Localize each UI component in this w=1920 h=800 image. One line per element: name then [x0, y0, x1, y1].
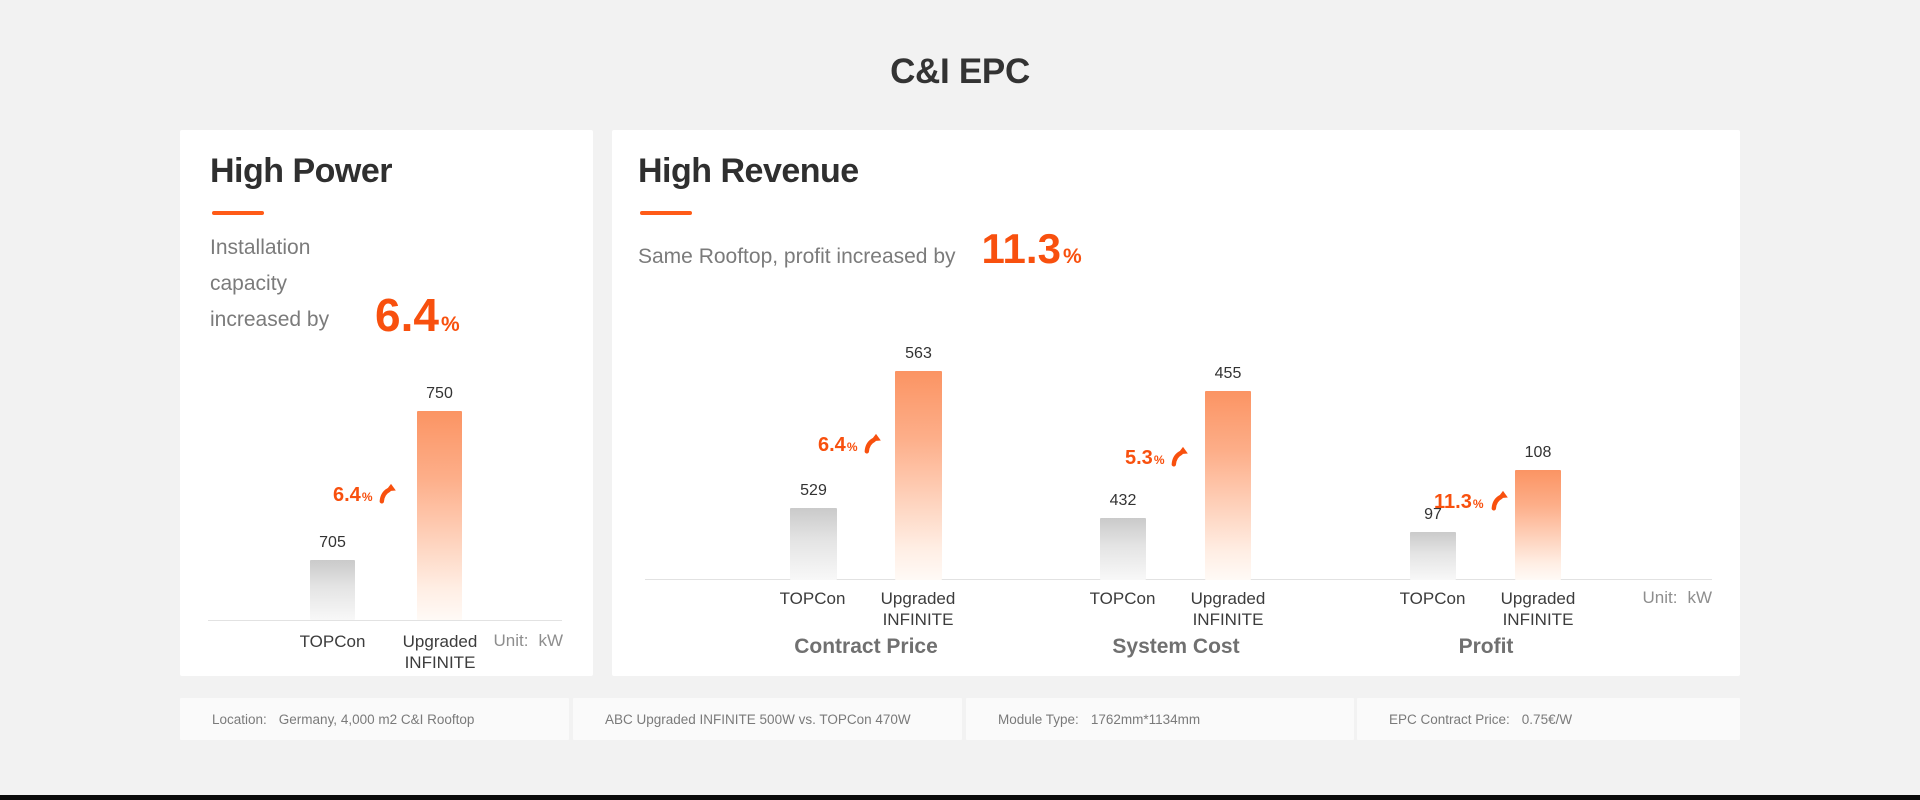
group-title-contract-price: Contract Price: [794, 635, 938, 658]
unit-label: Unit:: [1642, 588, 1678, 607]
delta-percent-sign: %: [361, 490, 373, 504]
increase-annotation: 6.4%: [818, 430, 883, 455]
stat-value: 6.4: [375, 289, 439, 341]
high-revenue-title: High Revenue: [638, 152, 859, 190]
bar-value-label: 563: [905, 345, 932, 362]
bar-value-label: 750: [426, 385, 453, 402]
increase-arrow-icon: [1172, 446, 1189, 467]
high-revenue-panel: High Revenue Same Rooftop, profit increa…: [612, 130, 1740, 676]
upgraded-infinite-bar: [895, 371, 942, 580]
bar-value-label: 432: [1109, 492, 1137, 509]
category-label-upgraded-infinite: Upgraded INFINITE: [1500, 589, 1576, 629]
topcon-bar: [790, 508, 837, 580]
high-power-panel: High Power Installation capacity increas…: [180, 130, 593, 676]
footer-label: EPC Contract Price:: [1389, 711, 1510, 727]
increase-arrow-icon: [1491, 490, 1508, 511]
increase-annotation: 11.3%: [1434, 487, 1510, 512]
category-label-upgraded-infinite: Upgraded INFINITE: [1190, 589, 1266, 629]
footer-label: Module Type:: [998, 711, 1079, 727]
bar-value-label: 529: [800, 482, 827, 499]
topcon-bar: [310, 560, 355, 620]
footer-item-module-type: Module Type: 1762mm*1134mm: [966, 698, 1354, 740]
footer-value: 1762mm*1134mm: [1090, 711, 1201, 727]
stat-value: 11.3: [981, 225, 1061, 272]
group-title-system-cost: System Cost: [1112, 635, 1240, 658]
increase-arrow-icon: [865, 433, 882, 454]
high-revenue-description: Same Rooftop, profit increased by: [638, 245, 956, 268]
upgraded-infinite-bar: [1515, 470, 1561, 580]
stat-percent-sign: %: [440, 313, 460, 336]
increase-annotation: 5.3%: [1125, 443, 1190, 468]
delta-value: 6.4: [818, 434, 846, 456]
high-power-stat: 6.4%: [375, 292, 460, 338]
upgraded-infinite-bar: [417, 411, 462, 620]
category-label-upgraded-infinite: Upgraded INFINITE: [880, 589, 956, 629]
category-label-topcon: TOPCon: [299, 632, 366, 651]
delta-percent-sign: %: [1153, 453, 1165, 467]
delta-value: 5.3: [1125, 447, 1153, 469]
unit-value: kW: [1687, 588, 1712, 607]
delta-value: 6.4: [333, 484, 361, 506]
footer-item-epc-price: EPC Contract Price: 0.75€/W: [1357, 698, 1740, 740]
unit-note: Unit: kW: [1642, 588, 1712, 608]
footer-label: Location:: [212, 711, 267, 727]
delta-value: 11.3: [1434, 491, 1472, 513]
group-title-profit: Profit: [1458, 635, 1514, 658]
delta-percent-sign: %: [846, 440, 858, 454]
unit-note: Unit: kW: [493, 631, 563, 651]
title-underline: [212, 211, 264, 215]
footer-value: Germany, 4,000 m2 C&I Rooftop: [278, 711, 475, 727]
x-axis: [208, 620, 562, 621]
bar-value-label: 705: [319, 534, 346, 551]
category-label-topcon: TOPCon: [1089, 589, 1156, 608]
increase-arrow-icon: [380, 483, 397, 504]
stat-percent-sign: %: [1062, 245, 1082, 268]
high-power-title: High Power: [210, 152, 393, 190]
unit-label: Unit:: [493, 631, 529, 650]
high-power-description: Installation capacity increased by: [210, 236, 330, 331]
increase-annotation: 6.4%: [333, 480, 398, 505]
x-axis: [645, 579, 1712, 580]
delta-percent-sign: %: [1472, 497, 1484, 511]
unit-value: kW: [538, 631, 563, 650]
footer-value: ABC Upgraded INFINITE 500W vs. TOPCon 47…: [605, 711, 911, 727]
footer-item-location: Location: Germany, 4,000 m2 C&I Rooftop: [180, 698, 569, 740]
bottom-edge-bar: [0, 795, 1920, 800]
topcon-bar: [1100, 518, 1146, 580]
title-underline: [640, 211, 692, 215]
footer-value: 0.75€/W: [1521, 711, 1573, 727]
category-label-topcon: TOPCon: [779, 589, 846, 608]
bar-value-label: 97: [1424, 506, 1442, 523]
footer-item-comparison: ABC Upgraded INFINITE 500W vs. TOPCon 47…: [573, 698, 962, 740]
topcon-bar: [1410, 532, 1456, 580]
category-label-topcon: TOPCon: [1399, 589, 1466, 608]
category-label-upgraded-infinite: Upgraded INFINITE: [402, 632, 478, 672]
high-revenue-description-row: Same Rooftop, profit increased by 11.3%: [638, 228, 1082, 275]
upgraded-infinite-bar: [1205, 391, 1251, 580]
bar-value-label: 455: [1214, 365, 1242, 382]
bar-value-label: 108: [1524, 444, 1552, 461]
page-title: C&I EPC: [890, 52, 1030, 91]
